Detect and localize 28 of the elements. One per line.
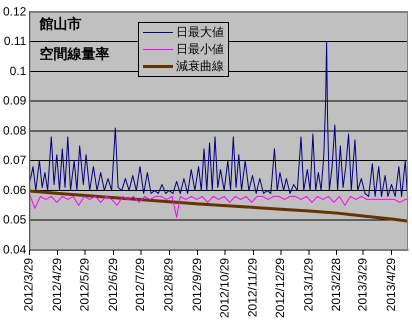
x-tick-label: 2012/10/29 [217, 258, 232, 318]
x-tick-label: 2012/8/29 [162, 258, 176, 312]
legend-label: 日最小値 [176, 41, 224, 58]
y-tick-label: 0.09 [2, 94, 27, 108]
y-tick-label: 0.12 [2, 4, 27, 18]
y-tick-label: 0.1 [10, 64, 27, 78]
legend-label: 減衰曲線 [176, 58, 224, 75]
text: 空間線量率 [39, 46, 110, 63]
y-tick-label: 0.06 [2, 182, 27, 197]
y-tick-label: 0.07 [2, 153, 27, 168]
y-tick-label: 0.11 [4, 34, 27, 48]
x-tick-label: 2012/12/29 [273, 258, 288, 318]
x-tick-label: 2012/3/29 [22, 258, 36, 312]
x-tick-label: 2013/1/29 [302, 258, 316, 312]
x-tick-label: 2012/5/29 [77, 258, 92, 312]
x-tick-label: 2013/2/28 [328, 258, 343, 312]
chart-title: 館山市 [38, 16, 82, 33]
x-tick-label: 2012/7/29 [133, 258, 148, 312]
x-tick-label: 2012/4/29 [50, 258, 64, 312]
legend-label: 日最大値 [176, 24, 224, 41]
y-tick-label: 0.08 [2, 123, 27, 138]
x-tick-label: 2013/3/29 [355, 258, 370, 312]
x-tick-label: 2012/6/29 [106, 258, 120, 312]
y-tick-label: 0.05 [2, 212, 27, 227]
x-tick-label: 2013/4/29 [384, 258, 398, 312]
x-tick-label: 2012/9/29 [190, 258, 204, 312]
y-tick-label: 0.04 [2, 242, 27, 256]
x-tick-label: 2012/11/29 [246, 258, 260, 318]
